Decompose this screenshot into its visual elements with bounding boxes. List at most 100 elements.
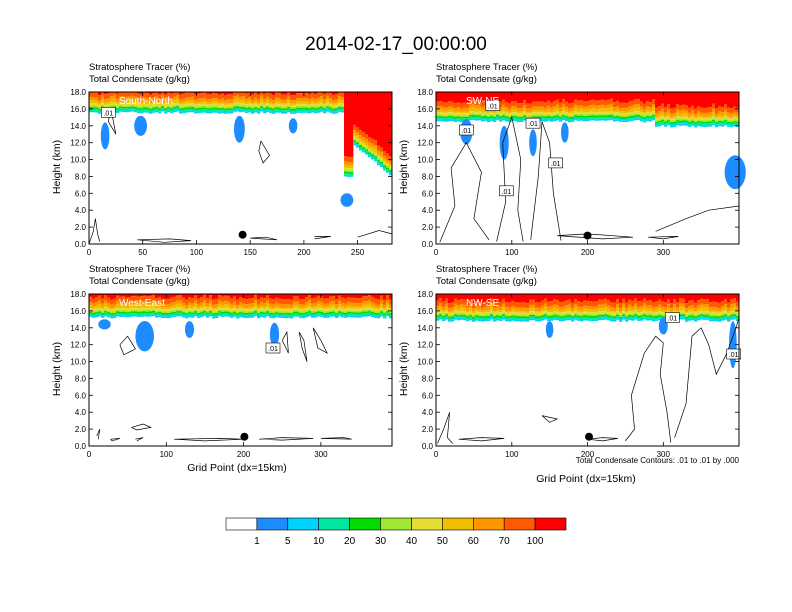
tracer-band [571,318,575,320]
tracer-band [619,92,623,103]
tracer-band [646,114,650,116]
tracer-band [592,92,596,100]
tracer-band [622,310,626,313]
tracer-band [715,294,719,303]
tracer-band [122,110,126,113]
tracer-band [305,302,309,306]
tracer-band [323,298,327,304]
tracer-band [215,101,219,104]
tracer-band [248,298,252,304]
tracer-band [362,304,366,308]
tracer-band [161,104,165,107]
tracer-band [592,113,596,116]
tracer-band [140,294,144,297]
tracer-band [451,294,455,303]
tracer-band [697,119,701,122]
tracer-band [532,313,536,316]
tracer-band [383,167,387,169]
tracer-band [290,315,294,317]
tracer-band [380,300,384,305]
tracer-band [562,314,566,316]
tracer-band [248,100,252,104]
tracer-band [499,301,503,307]
tracer-band [245,304,249,308]
tracer-band [143,105,147,108]
tracer-band [451,117,455,120]
tracer-band [185,299,189,305]
tracer-band [607,117,611,119]
tracer-band [601,92,605,100]
tracer-band [511,92,515,101]
x-axis-label: Grid Point (dx=15km) [187,462,287,474]
tracer-band [568,304,572,308]
tracer-band [502,118,506,121]
tracer-band [194,307,198,310]
tracer-band [499,317,503,320]
tracer-band [523,118,527,121]
tracer-band [236,311,240,314]
tracer-band [577,115,581,118]
tracer-band [556,311,560,314]
tracer-band [565,300,569,306]
tracer-band [296,310,300,312]
tracer-band [523,310,527,313]
tracer-band [272,316,276,319]
tracer-band [182,102,186,105]
tracer-band [604,115,608,118]
tracer-band [496,114,500,117]
tracer-band [457,110,461,113]
tracer-band [733,117,737,120]
tracer-band [496,92,500,99]
tracer-band [679,110,683,115]
tracer-band [101,316,105,318]
tracer-band [314,310,318,313]
tracer-band [529,294,533,300]
tracer-band [676,92,680,105]
tracer-band [362,294,366,297]
tracer-band [436,300,440,306]
tracer-band [514,112,518,115]
tracer-band [676,123,680,126]
tracer-band [583,106,587,110]
tracer-band [514,302,518,308]
tracer-band [347,297,351,303]
tracer-band [374,311,378,313]
tracer-band [251,99,255,104]
tracer-band [622,294,626,299]
tracer-band [541,313,545,316]
tracer-band [505,112,509,115]
tracer-band [371,154,375,156]
tracer-band [326,99,330,103]
tracer-band [460,299,464,305]
tracer-band [149,314,153,317]
tracer-band [224,294,228,296]
contour-label: .01 [528,121,538,128]
tracer-band [269,298,273,304]
tracer-band [694,124,698,126]
tracer-band [730,92,734,109]
tracer-band [140,307,144,310]
tracer-band [263,310,267,313]
tracer-band [535,112,539,115]
tracer-band [305,104,309,107]
tracer-band [278,111,282,113]
tracer-band [469,115,473,117]
tracer-band [386,294,390,296]
tracer-band [209,303,213,308]
tracer-band [179,103,183,105]
tracer-band [655,309,659,312]
tracer-band [688,317,692,319]
tracer-band [215,312,219,315]
tracer-band [308,102,312,105]
tracer-band [149,304,153,308]
tracer-band [191,312,195,315]
tracer-band [302,107,306,110]
tracer-band [475,115,479,118]
tracer-band [389,171,393,174]
tracer-band [161,109,165,112]
tracer-band [622,316,626,318]
tracer-band [305,98,309,102]
tracer-band [679,298,683,304]
tracer-band [658,117,662,120]
tracer-band [308,309,312,312]
